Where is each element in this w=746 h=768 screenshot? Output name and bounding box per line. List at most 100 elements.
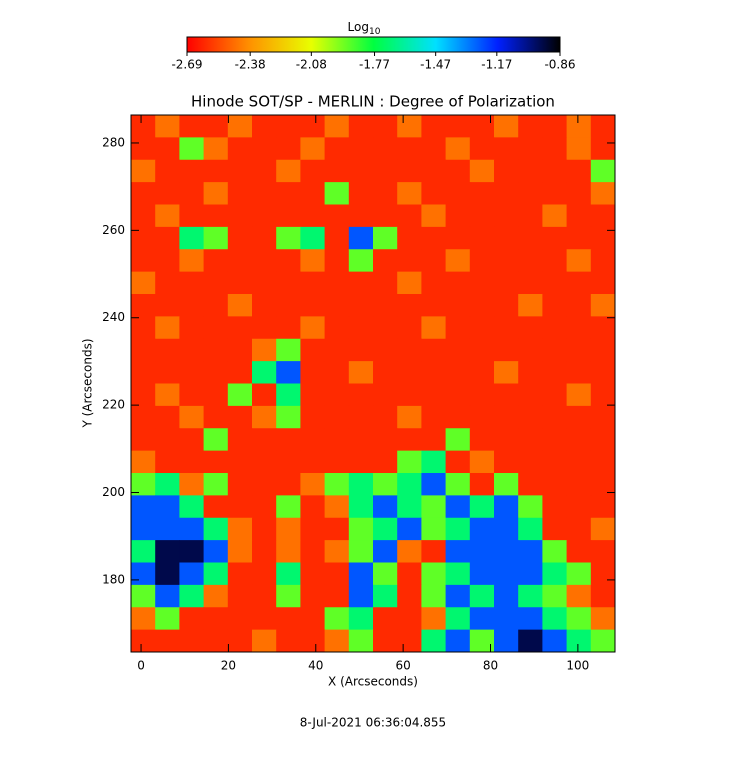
heatmap-cell: [227, 405, 253, 429]
heatmap-cell: [179, 584, 205, 608]
heatmap-cell: [300, 137, 326, 161]
heatmap-cell: [494, 584, 519, 608]
heatmap-cell: [518, 540, 543, 563]
heatmap-cell: [469, 584, 495, 608]
heatmap-cell: [469, 226, 495, 250]
heatmap-cell: [131, 495, 156, 519]
heatmap-cell: [469, 271, 495, 295]
heatmap-cell: [276, 294, 301, 317]
heatmap-cell: [324, 226, 350, 250]
heatmap-cell: [324, 562, 350, 586]
y-tick-label: 260: [102, 223, 125, 237]
heatmap-cell: [542, 159, 568, 183]
heatmap-cell: [155, 338, 180, 362]
heatmap-cell: [445, 115, 471, 138]
heatmap-cell: [494, 450, 519, 474]
heatmap-cell: [227, 584, 253, 608]
heatmap-cell: [566, 115, 592, 138]
heatmap-cell: [155, 226, 180, 250]
heatmap-cell: [155, 137, 180, 161]
heatmap-cell: [227, 562, 253, 586]
heatmap-cell: [227, 115, 253, 138]
heatmap-cell: [445, 629, 471, 653]
heatmap-cell: [494, 562, 519, 586]
heatmap-cell: [131, 629, 156, 653]
heatmap-cell: [445, 428, 471, 452]
heatmap-cell: [518, 428, 543, 452]
heatmap-cell: [590, 182, 616, 205]
heatmap-cell: [155, 428, 180, 452]
heatmap-cell: [300, 316, 326, 340]
heatmap-cell: [469, 137, 495, 161]
heatmap-cell: [590, 607, 616, 631]
heatmap-cell: [276, 383, 301, 407]
heatmap-cell: [542, 450, 568, 474]
heatmap-cell: [348, 338, 374, 362]
heatmap-cell: [203, 495, 229, 519]
heatmap-cell: [227, 249, 253, 273]
heatmap-cell: [518, 517, 543, 541]
heatmap-cell: [203, 517, 229, 541]
colorbar-label-main: Log: [348, 20, 369, 34]
heatmap-cell: [518, 115, 543, 138]
heatmap-cell: [227, 338, 253, 362]
heatmap-cell: [348, 428, 374, 452]
heatmap-cell: [566, 338, 592, 362]
heatmap-cell: [179, 517, 205, 541]
heatmap-cell: [373, 361, 398, 384]
heatmap-cell: [155, 405, 180, 429]
heatmap-cell: [445, 182, 471, 205]
heatmap-cell: [397, 629, 422, 653]
heatmap-cell: [518, 182, 543, 205]
heatmap-cell: [590, 405, 616, 429]
heatmap-cell: [203, 316, 229, 340]
y-tick-label: 220: [102, 398, 125, 412]
colorbar-tick-label: -1.47: [420, 58, 451, 72]
heatmap-cell: [445, 361, 471, 384]
heatmap-cell: [469, 405, 495, 429]
heatmap-cell: [518, 271, 543, 295]
heatmap-cell: [179, 316, 205, 340]
heatmap-cell: [155, 361, 180, 384]
heatmap-cell: [276, 584, 301, 608]
heatmap-cell: [324, 338, 350, 362]
heatmap-cell: [227, 540, 253, 563]
heatmap-cell: [276, 338, 301, 362]
colorbar-tick-label: -1.77: [359, 58, 390, 72]
heatmap-cell: [203, 540, 229, 563]
heatmap-cell: [179, 495, 205, 519]
heatmap-cell: [590, 450, 616, 474]
heatmap-cell: [203, 271, 229, 295]
heatmap-cell: [373, 383, 398, 407]
heatmap-cell: [566, 473, 592, 496]
heatmap-cell: [348, 473, 374, 496]
heatmap-cell: [324, 450, 350, 474]
heatmap-cell: [397, 182, 422, 205]
heatmap-cell: [542, 405, 568, 429]
heatmap-cell: [252, 294, 277, 317]
heatmap-cell: [397, 562, 422, 586]
heatmap-cell: [131, 316, 156, 340]
heatmap-cell: [518, 405, 543, 429]
heatmap-cell: [590, 294, 616, 317]
heatmap-cell: [397, 115, 422, 138]
heatmap-cell: [590, 271, 616, 295]
heatmap-cell: [373, 584, 398, 608]
heatmap-cell: [203, 249, 229, 273]
heatmap-cell: [566, 584, 592, 608]
heatmap-cell: [445, 316, 471, 340]
heatmap-cell: [469, 361, 495, 384]
x-tick-label: 100: [566, 659, 589, 673]
heatmap-cell: [590, 517, 616, 541]
heatmap-cell: [590, 383, 616, 407]
heatmap-cell: [324, 137, 350, 161]
heatmap-cell: [494, 495, 519, 519]
heatmap-cell: [252, 607, 277, 631]
y-axis-label: Y (Arcseconds): [81, 338, 95, 428]
heatmap-cell: [445, 450, 471, 474]
heatmap-cell: [348, 137, 374, 161]
heatmap-cell: [542, 562, 568, 586]
heatmap-cell: [276, 607, 301, 631]
heatmap-cell: [252, 405, 277, 429]
heatmap-cell: [494, 226, 519, 250]
